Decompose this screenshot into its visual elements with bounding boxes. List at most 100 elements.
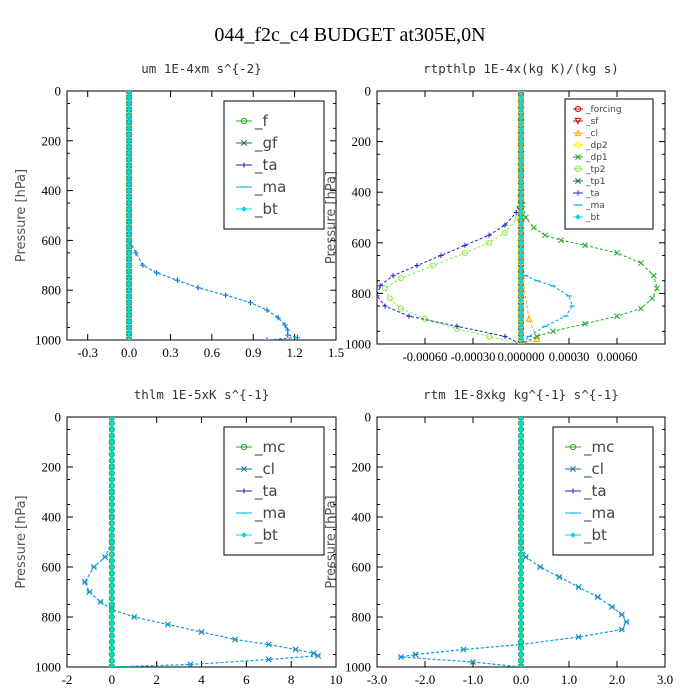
data-point [518, 284, 524, 291]
data-point [518, 151, 524, 158]
x-tick-label: 3.0 [657, 672, 673, 687]
data-point [390, 273, 396, 279]
data-point [108, 657, 115, 664]
legend-entry-label: _ta [583, 482, 607, 501]
chart-panel-4: rtm 1E-8xkg kg^{-1} s^{-1} Pressure [hPa]… [324, 387, 673, 687]
x-tick-label: 8 [288, 672, 295, 687]
data-point [108, 620, 115, 627]
series-bt [518, 91, 524, 344]
data-point [126, 256, 133, 263]
data-point [518, 322, 524, 328]
data-point [518, 252, 524, 259]
data-point [518, 277, 524, 284]
data-point [518, 132, 524, 139]
legend-entry-label: _ta [585, 189, 600, 199]
y-tick-label: 600 [352, 235, 372, 250]
data-point [518, 290, 524, 297]
data-point [108, 589, 115, 595]
series-ta [377, 91, 524, 344]
series-bt [108, 417, 115, 667]
series-bt [126, 91, 133, 340]
data-point [518, 539, 524, 545]
data-point [126, 268, 133, 275]
data-point [518, 432, 524, 439]
data-point [108, 439, 115, 445]
data-point [126, 224, 133, 231]
data-point [518, 470, 524, 477]
series-group [398, 417, 630, 667]
legend-entry-label: _sf [585, 117, 599, 127]
data-point [518, 233, 524, 240]
data-point [518, 651, 524, 658]
data-point [518, 309, 524, 316]
data-point [518, 119, 524, 126]
data-point [108, 551, 115, 558]
data-point [533, 335, 541, 343]
data-point [108, 651, 115, 658]
data-point [518, 514, 524, 520]
data-point [108, 639, 115, 645]
data-point [518, 182, 524, 189]
data-point [381, 285, 389, 292]
data-point [126, 193, 133, 200]
data-point [518, 91, 524, 94]
data-point [518, 163, 524, 170]
data-point [485, 239, 493, 246]
data-point [550, 328, 556, 335]
data-point [518, 220, 524, 227]
data-point [126, 119, 133, 126]
legend-swatch-marker [570, 532, 576, 538]
data-point [518, 265, 524, 272]
data-point [518, 107, 524, 113]
legend-entry-label: _bt [254, 200, 278, 219]
data-point [108, 626, 115, 633]
data-point [518, 557, 524, 564]
x-tick-label: 0.00060 [597, 350, 638, 364]
data-point [638, 260, 644, 266]
data-point [108, 514, 115, 520]
data-point [518, 417, 524, 420]
data-point [126, 162, 133, 169]
legend-swatch-marker [574, 165, 582, 173]
data-point [518, 601, 524, 608]
data-point [518, 464, 524, 470]
data-point [518, 589, 524, 595]
y-tick-label: 600 [42, 560, 62, 575]
legend-entry-label: _ta [254, 482, 278, 501]
data-point [108, 595, 115, 602]
data-point [108, 507, 115, 514]
y-axis-label: Pressure [hPa] [14, 169, 29, 262]
data-point [461, 249, 469, 257]
data-point [518, 157, 524, 164]
x-tick-label: -2 [62, 672, 73, 687]
legend-swatch-marker [569, 443, 577, 451]
data-point [518, 620, 524, 627]
series-group [81, 417, 322, 667]
data-point [126, 212, 133, 219]
data-point [518, 495, 524, 502]
panel-title: thlm 1E-5xK s^{-1} [134, 387, 269, 402]
data-point [530, 224, 537, 231]
data-point [518, 445, 524, 452]
data-point [108, 445, 115, 452]
x-tick-label: 1.2 [286, 345, 302, 360]
legend: _forcing _sf _cl _dp2 _dp1 _tp2 _tp1 _ta _ma _bt [564, 98, 654, 230]
data-point [126, 181, 133, 188]
data-point [518, 94, 524, 101]
data-point [382, 303, 388, 309]
data-point [397, 305, 405, 312]
x-tick-label: 0.00030 [549, 350, 590, 364]
y-tick-label: 400 [42, 183, 62, 198]
data-point [518, 91, 524, 94]
series-group [377, 91, 660, 344]
x-tick-label: -3.0 [367, 672, 388, 687]
legend: _mc _cl _ta _ma _bt [552, 426, 654, 556]
legend-entry-label: _forcing [585, 105, 622, 115]
y-tick-label: 600 [352, 560, 372, 575]
data-point [518, 657, 524, 664]
data-point [518, 570, 524, 577]
legend-entry-label: _bt [583, 526, 607, 545]
data-point [518, 664, 524, 667]
data-point [126, 200, 133, 207]
data-point [454, 323, 460, 329]
